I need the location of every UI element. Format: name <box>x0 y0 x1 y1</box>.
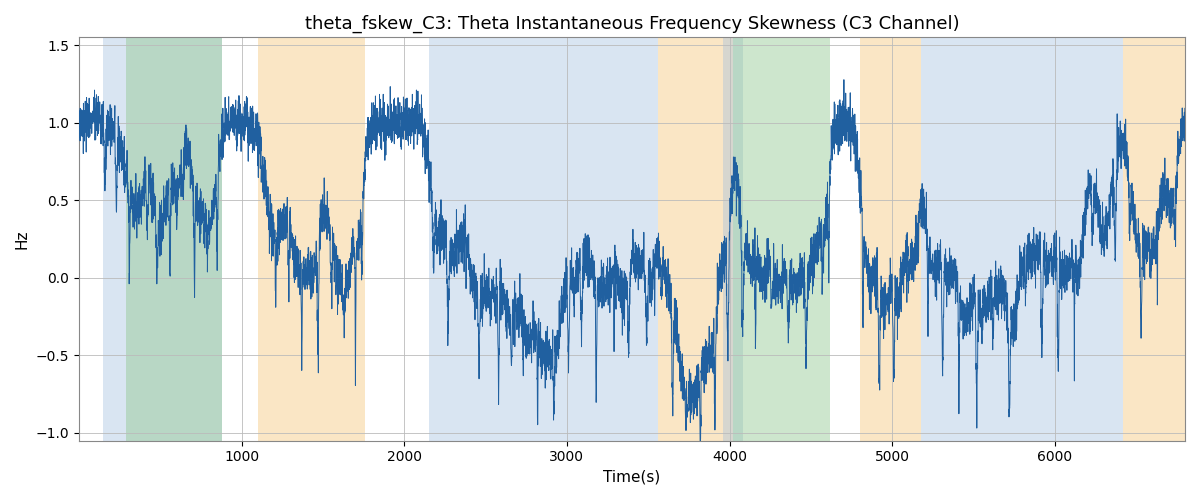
Bar <box>859 38 922 440</box>
X-axis label: Time(s): Time(s) <box>604 470 660 485</box>
Y-axis label: Hz: Hz <box>14 230 30 249</box>
Bar <box>922 38 1123 440</box>
Bar <box>658 38 733 440</box>
Bar <box>258 38 365 440</box>
Bar <box>724 38 743 440</box>
Bar <box>1123 38 1184 440</box>
Bar <box>103 38 222 440</box>
Bar <box>126 38 222 440</box>
Title: theta_fskew_C3: Theta Instantaneous Frequency Skewness (C3 Channel): theta_fskew_C3: Theta Instantaneous Freq… <box>305 15 959 34</box>
Bar <box>733 38 830 440</box>
Bar <box>428 38 658 440</box>
